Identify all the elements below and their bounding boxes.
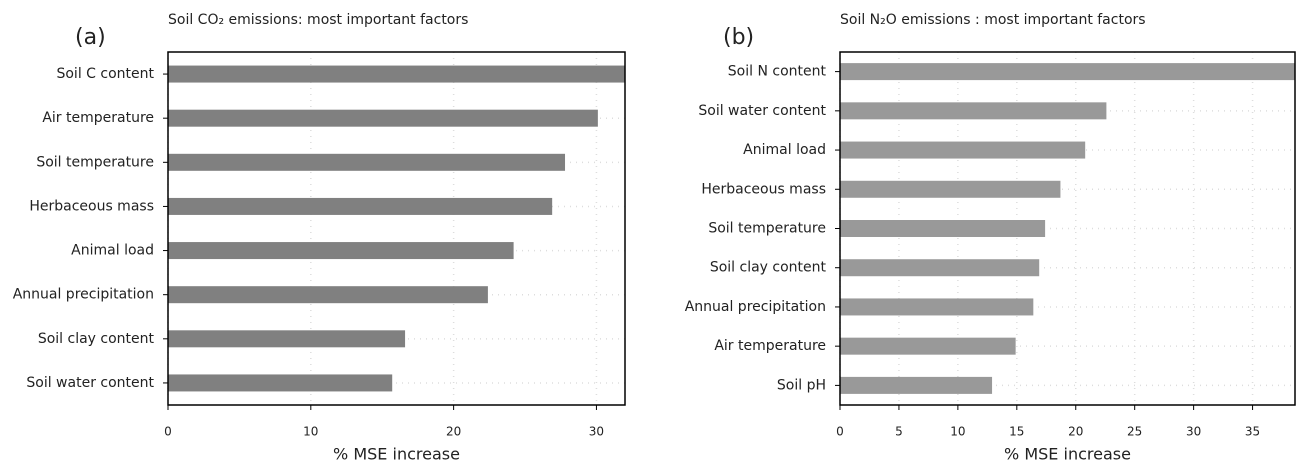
y-tick-label: Air temperature — [714, 338, 826, 354]
bar — [168, 197, 553, 215]
x-tick-label: 15 — [1009, 425, 1024, 439]
plot-frame — [839, 51, 1296, 406]
bar — [168, 153, 566, 171]
bar — [840, 102, 1107, 120]
bar — [840, 337, 1016, 355]
y-tick-label: Soil C content — [56, 66, 154, 82]
x-tick-label: 10 — [950, 425, 965, 439]
panel-label: (b) — [723, 25, 754, 50]
y-tick-label: Animal load — [743, 142, 826, 158]
y-tick-label: Soil temperature — [36, 154, 154, 170]
bar — [168, 65, 625, 83]
x-tick-label: 5 — [895, 425, 903, 439]
x-tick-label: 0 — [836, 425, 844, 439]
x-tick-label: 25 — [1127, 425, 1142, 439]
y-tick-label: Soil pH — [777, 377, 826, 393]
y-tick-label: Soil temperature — [708, 221, 826, 237]
x-axis-label: % MSE increase — [333, 445, 460, 464]
y-tick-label: Herbaceous mass — [701, 181, 826, 197]
bar — [840, 180, 1061, 198]
bar — [168, 242, 514, 260]
x-tick-label: 35 — [1245, 425, 1260, 439]
bar — [840, 298, 1034, 316]
y-tick-label: Animal load — [71, 243, 154, 259]
x-tick-label: 0 — [164, 425, 172, 439]
bar — [840, 259, 1040, 277]
bar — [168, 374, 393, 392]
bar — [168, 330, 406, 348]
y-tick-label: Soil water content — [698, 103, 826, 119]
x-tick-label: 20 — [446, 425, 461, 439]
x-tick-label: 20 — [1068, 425, 1083, 439]
x-tick-label: 30 — [1186, 425, 1201, 439]
bar — [840, 220, 1046, 237]
y-tick-label: Annual precipitation — [685, 299, 826, 315]
panel-label: (a) — [75, 25, 106, 50]
chart-title: Soil CO₂ emissions: most important facto… — [168, 12, 468, 28]
y-tick-label: Soil clay content — [38, 331, 155, 347]
bar — [840, 141, 1086, 159]
y-tick-label: Soil N content — [728, 64, 827, 80]
bar — [168, 109, 598, 127]
x-axis-label: % MSE increase — [1004, 445, 1131, 464]
bar — [168, 286, 488, 304]
y-tick-label: Herbaceous mass — [29, 198, 154, 214]
chart-title: Soil N₂O emissions : most important fact… — [840, 12, 1146, 28]
x-tick-label: 10 — [303, 425, 318, 439]
x-tick-label: 30 — [589, 425, 604, 439]
y-tick-label: Air temperature — [42, 110, 154, 126]
bar — [840, 376, 993, 394]
y-tick-label: Soil clay content — [710, 260, 827, 276]
y-tick-label: Soil water content — [26, 375, 154, 391]
bar — [840, 63, 1295, 81]
y-tick-label: Annual precipitation — [13, 287, 154, 303]
plot-frame — [167, 51, 626, 406]
